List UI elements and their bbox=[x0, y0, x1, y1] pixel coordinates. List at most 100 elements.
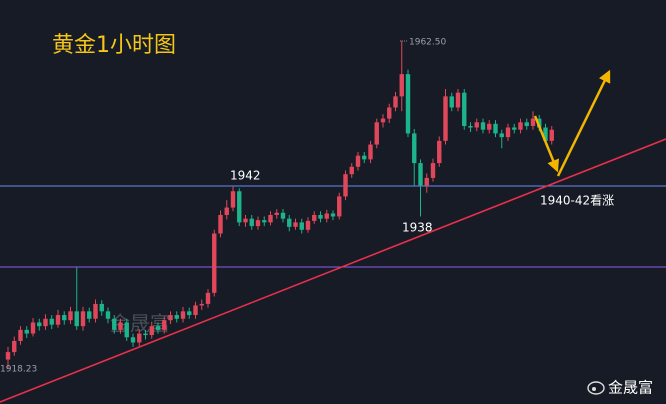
candle-body bbox=[374, 122, 379, 145]
candle-body bbox=[393, 96, 398, 108]
candle-body bbox=[80, 311, 86, 327]
candle-body bbox=[305, 220, 311, 230]
candle-body bbox=[74, 311, 79, 327]
candle-body bbox=[18, 329, 23, 341]
annotation: 1942 bbox=[230, 169, 261, 183]
candle-body bbox=[330, 213, 336, 217]
candle-body bbox=[168, 315, 173, 321]
candle-body bbox=[68, 311, 73, 321]
candle-body bbox=[268, 214, 273, 223]
candle-body bbox=[312, 214, 317, 221]
candle-body bbox=[62, 315, 67, 321]
candle-body bbox=[55, 315, 61, 325]
candle-body bbox=[524, 122, 529, 127]
candle-body bbox=[249, 218, 254, 227]
candle-body bbox=[343, 174, 348, 197]
candle-body bbox=[405, 74, 411, 134]
candle-body bbox=[212, 233, 217, 293]
candle-body bbox=[5, 352, 11, 360]
candle-body bbox=[237, 191, 242, 223]
candle-body bbox=[112, 318, 117, 330]
candle-body bbox=[255, 220, 261, 227]
annotation: 1940-42看涨 bbox=[540, 193, 614, 208]
candle-body bbox=[499, 133, 504, 138]
candle-body bbox=[280, 212, 286, 219]
candle-body bbox=[324, 213, 329, 219]
candle-body bbox=[437, 140, 442, 164]
candle-body bbox=[462, 92, 467, 127]
candle-body bbox=[174, 315, 179, 319]
candle-body bbox=[512, 127, 517, 130]
candle-body bbox=[155, 326, 161, 330]
candle-body bbox=[505, 127, 511, 138]
candle-body bbox=[99, 303, 104, 312]
trend-line bbox=[0, 138, 666, 403]
candle-body bbox=[430, 163, 436, 178]
candle-body bbox=[418, 163, 423, 186]
candle-body bbox=[537, 118, 542, 128]
high-label: 1962.50 bbox=[409, 38, 446, 48]
candle-body bbox=[149, 326, 154, 336]
candle-body bbox=[43, 318, 48, 327]
candle-body bbox=[287, 218, 292, 227]
candle-body bbox=[299, 222, 304, 230]
candle-body bbox=[124, 322, 129, 338]
candle-body bbox=[187, 311, 192, 316]
candle-body bbox=[218, 214, 223, 234]
brand-icon bbox=[587, 381, 605, 395]
candle-body bbox=[199, 303, 204, 306]
candle-body bbox=[105, 311, 111, 319]
candle-body bbox=[487, 123, 492, 130]
candle-body bbox=[443, 96, 448, 141]
candle-body bbox=[355, 155, 361, 167]
candle-body bbox=[180, 311, 186, 319]
candle-body bbox=[380, 118, 386, 123]
candle-body bbox=[87, 311, 92, 319]
arrow-up bbox=[556, 69, 611, 177]
candle-body bbox=[480, 122, 486, 130]
brand: 金晟富 bbox=[608, 379, 653, 397]
candle-body bbox=[205, 292, 211, 304]
candle-body bbox=[293, 222, 298, 227]
candle-body bbox=[143, 333, 148, 336]
annotation: 1938 bbox=[402, 221, 433, 235]
arrow-down bbox=[533, 115, 560, 173]
candle-body bbox=[412, 133, 417, 164]
candle-body bbox=[518, 122, 523, 130]
candle-body bbox=[262, 220, 267, 223]
candle-body bbox=[49, 318, 54, 325]
candle-body bbox=[230, 191, 236, 208]
candle-body bbox=[30, 322, 36, 334]
candle-body bbox=[530, 118, 536, 127]
candle-body bbox=[193, 305, 198, 316]
candle-body bbox=[543, 127, 548, 141]
candle-body bbox=[449, 96, 454, 108]
candle-body bbox=[243, 218, 248, 223]
candle-body bbox=[493, 123, 498, 134]
candle-body bbox=[387, 107, 392, 119]
candle-body bbox=[37, 322, 42, 327]
candle-body bbox=[549, 129, 554, 141]
candle-body bbox=[362, 155, 367, 160]
chart-title: 黄金1小时图 bbox=[52, 33, 176, 58]
candles bbox=[5, 40, 554, 369]
candle-body bbox=[130, 337, 136, 343]
candle-body bbox=[474, 122, 479, 128]
candle-body bbox=[349, 166, 354, 175]
candle-body bbox=[424, 177, 429, 186]
low-label: 1918.23 bbox=[0, 365, 37, 375]
candle-body bbox=[93, 303, 98, 319]
candle-body bbox=[399, 74, 404, 97]
candle-body bbox=[368, 144, 373, 160]
candle-body bbox=[337, 196, 342, 217]
candle-body bbox=[455, 92, 461, 108]
candle-body bbox=[12, 340, 17, 353]
candle-body bbox=[24, 329, 29, 334]
candle-body bbox=[118, 322, 123, 330]
candle-body bbox=[137, 333, 142, 343]
candle-body bbox=[468, 126, 473, 128]
candle-body bbox=[274, 212, 279, 215]
